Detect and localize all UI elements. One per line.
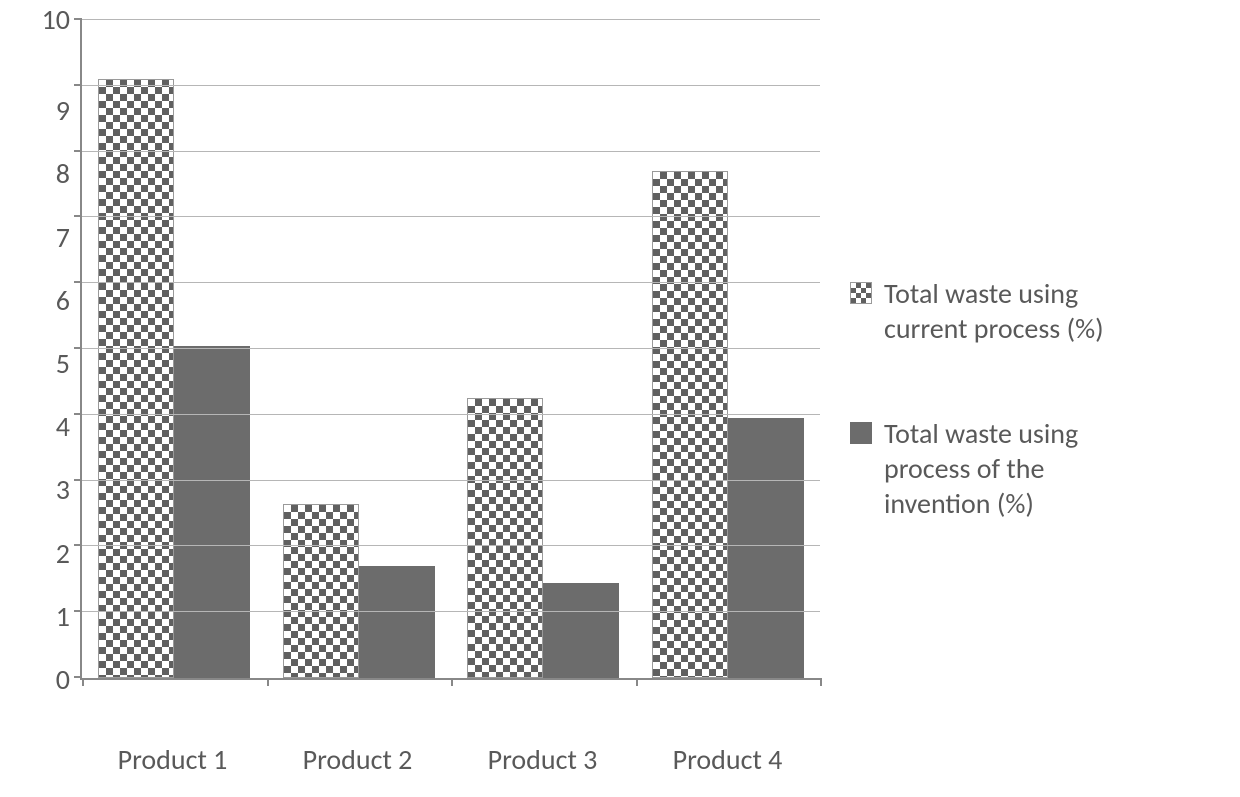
legend: Total waste using current process (%) To… [820,20,1220,777]
y-tick-mark [74,281,82,283]
y-tick-mark [74,18,82,20]
y-tick-label: 1 [56,603,70,631]
y-tick-label: 7 [56,224,70,252]
y-tick-label: 4 [56,413,70,441]
y-tick-label: 3 [56,476,70,504]
legend-item-current-process: Total waste using current process (%) [850,276,1220,346]
plot-row: 109876543210 [20,20,820,730]
y-tick-label: 10 [42,6,70,34]
bar [467,398,543,678]
x-tick-mark [451,678,453,686]
gridline [82,480,820,481]
chart-container: 109876543210 Product 1Product 2Product 3… [20,20,1220,777]
y-tick-mark [74,544,82,546]
y-tick-label: 9 [56,97,70,125]
gridline [82,348,820,349]
bar [283,504,359,678]
bar-group [636,20,821,678]
bar-group [267,20,452,678]
x-axis: Product 1Product 2Product 3Product 4 [20,730,820,777]
legend-swatch-solid [850,422,872,444]
x-tick-mark [267,678,269,686]
y-tick-mark [74,413,82,415]
plot-area [80,20,820,680]
gridline [82,282,820,283]
y-tick-mark [74,479,82,481]
bar [652,171,728,678]
y-axis: 109876543210 [20,20,80,680]
y-tick-mark [74,347,82,349]
y-tick-label: 2 [56,540,70,568]
bar-groups [82,20,820,678]
gridline [82,151,820,152]
y-tick-label: 5 [56,350,70,378]
gridline [82,216,820,217]
y-tick-mark [74,215,82,217]
y-tick-mark [74,676,82,678]
bar [174,346,250,678]
bar-group [451,20,636,678]
legend-swatch-checker [850,282,872,304]
y-tick-label: 6 [56,287,70,315]
legend-item-invention-process: Total waste using process of the inventi… [850,416,1220,521]
gridline [82,19,820,20]
x-tick-mark [820,678,822,686]
x-axis-label: Product 3 [450,730,635,777]
gridline [82,414,820,415]
bar [98,79,174,678]
x-axis-labels: Product 1Product 2Product 3Product 4 [80,730,820,777]
bar-group [82,20,267,678]
legend-label: Total waste using process of the inventi… [884,416,1144,521]
y-tick-mark [74,150,82,152]
y-tick-label: 0 [56,666,70,694]
y-tick-mark [74,610,82,612]
x-axis-label: Product 4 [635,730,820,777]
x-tick-mark [636,678,638,686]
x-axis-label: Product 1 [80,730,265,777]
bar [543,583,619,678]
x-tick-mark [82,678,84,686]
gridline [82,85,820,86]
gridline [82,545,820,546]
gridline [82,611,820,612]
y-tick-label: 8 [56,160,70,188]
x-axis-label: Product 2 [265,730,450,777]
legend-label: Total waste using current process (%) [884,276,1144,346]
bar [359,566,435,678]
y-tick-mark [74,84,82,86]
chart-area: 109876543210 Product 1Product 2Product 3… [20,20,820,777]
bar [728,418,804,678]
